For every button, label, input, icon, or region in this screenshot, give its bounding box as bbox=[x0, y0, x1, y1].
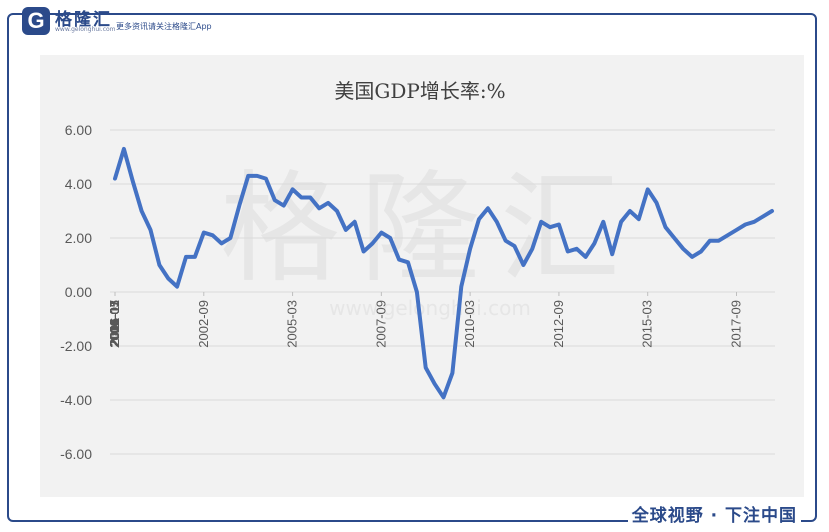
y-tick-label: 2.00 bbox=[65, 230, 92, 246]
logo-icon: G bbox=[22, 7, 50, 35]
x-tick-label: 2017-09 bbox=[728, 300, 743, 348]
x-tick-label: 2011-11 bbox=[107, 300, 122, 346]
y-tick-label: 4.00 bbox=[65, 176, 92, 192]
x-tick-label: 2000-03 bbox=[107, 300, 122, 348]
x-tick-label: 2016-11 bbox=[107, 300, 122, 347]
header: G 格隆汇 www.gelonghui.com 更多资讯请关注格隆汇App bbox=[0, 0, 829, 40]
x-tick-label: 2012-09 bbox=[551, 300, 566, 348]
x-tick-label: 2014-05 bbox=[107, 300, 122, 348]
x-tick-label: 2004-05 bbox=[107, 300, 122, 348]
gridlines bbox=[110, 129, 775, 455]
x-tick-label: 2018-07 bbox=[107, 300, 122, 348]
logo-name: 格隆汇 bbox=[55, 10, 112, 30]
y-tick-label: -2.00 bbox=[60, 338, 92, 354]
y-tick-label: 0.00 bbox=[65, 284, 92, 300]
x-tick-label: 2007-09 bbox=[373, 300, 388, 348]
footer-slogan: 全球视野 · 下注中国 bbox=[627, 501, 801, 526]
x-tick-label: 2006-11 bbox=[107, 300, 122, 347]
x-tick-label: 2013-07 bbox=[107, 300, 122, 348]
x-tick-label: 2016-01 bbox=[107, 300, 122, 348]
y-tick-label: 6.00 bbox=[65, 122, 92, 138]
x-tick-label: 2009-05 bbox=[107, 300, 122, 348]
logo-url: www.gelonghui.com bbox=[55, 26, 116, 33]
y-axis: 6.00 4.00 2.00 0.00 -2.00 -4.00 -6.00 bbox=[60, 122, 92, 462]
x-tick-label: 2001-11 bbox=[107, 300, 122, 347]
x-tick-label: 2003-07 bbox=[107, 300, 122, 348]
x-tick-label: 2011-01 bbox=[107, 300, 122, 347]
slogan: 更多资讯请关注格隆汇App bbox=[116, 22, 212, 31]
watermark: 格隆汇 bbox=[220, 160, 640, 299]
x-tick-label: 2005-03 bbox=[285, 300, 300, 348]
x-tick-label: 2006-01 bbox=[107, 300, 122, 348]
x-tick-label: 2010-03 bbox=[462, 300, 477, 348]
series-layer bbox=[113, 146, 774, 400]
chart-title: 美国GDP增长率:% bbox=[334, 79, 505, 103]
x-tick-label: 2008-07 bbox=[107, 300, 122, 348]
y-tick-label: -4.00 bbox=[60, 392, 92, 408]
y-tick-label: -6.00 bbox=[60, 446, 92, 462]
watermark-url: www.gelonghui.com bbox=[329, 296, 531, 320]
x-tick-label: 2002-09 bbox=[196, 300, 211, 348]
x-tick-label: 2001-01 bbox=[107, 300, 122, 348]
x-tick-label: 2015-03 bbox=[640, 300, 655, 348]
